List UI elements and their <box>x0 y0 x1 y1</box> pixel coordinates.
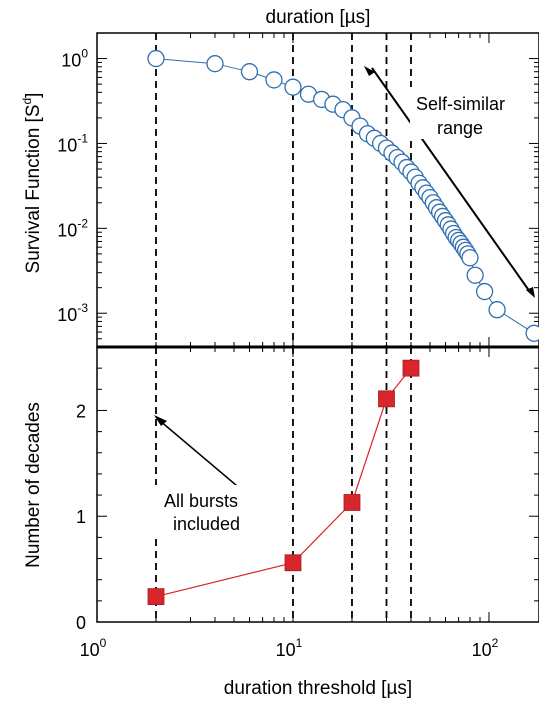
all-bursts-label-bg <box>150 485 270 535</box>
top-y-axis-title-close: ] <box>23 93 44 98</box>
top-y-tick-label-base: 10 <box>61 51 81 71</box>
self-similar-label-bg <box>410 87 530 139</box>
survival-point <box>466 266 484 284</box>
survival-point <box>284 78 302 96</box>
top-y-axis-title-sup: d <box>20 98 34 105</box>
self-similar-arrowhead-top <box>364 66 375 76</box>
bottom-y-tick-label: 0 <box>76 613 86 633</box>
bottom-panel: All bursts included 012 100 101 102 Number… <box>23 345 539 699</box>
bottom-y-axis-title: Number of decades <box>23 402 44 568</box>
x-tick-label: 101 <box>276 636 303 660</box>
bottom-x-axis-title: duration threshold [µs] <box>224 678 412 699</box>
survival-point <box>525 324 539 342</box>
x-tick-label-exp: 1 <box>296 636 303 650</box>
self-similar-arrowhead-bottom <box>526 287 535 298</box>
bottom-y-tick-label: 1 <box>76 507 86 527</box>
top-y-axis-title-main: Survival Function [S <box>23 105 44 274</box>
top-y-tick-label: 100 <box>61 47 88 71</box>
survival-point <box>240 63 259 81</box>
top-y-tick-label: 10-2 <box>57 216 88 240</box>
top-y-axis-title: Survival Function [Sd] <box>20 93 44 274</box>
x-tick-label-base: 10 <box>80 640 100 660</box>
decades-point <box>284 554 302 572</box>
survival-point <box>488 301 506 319</box>
top-y-tick-label: 10-1 <box>57 131 88 155</box>
decades-point <box>402 359 420 377</box>
x-tick-label-exp: 0 <box>100 636 107 650</box>
bottom-y-tick-label: 2 <box>76 401 86 421</box>
x-tick-label-base: 10 <box>276 640 296 660</box>
top-y-tick-label-exp: -2 <box>77 216 88 230</box>
bottom-dashed-lines <box>155 347 412 622</box>
survival-point <box>475 282 494 301</box>
x-tick-label-exp: 2 <box>492 636 499 650</box>
all-bursts-label-line1: All bursts <box>164 491 238 511</box>
self-similar-label-line2: range <box>437 118 483 138</box>
bottom-y-tick-labels: 0 1 2 <box>76 401 86 633</box>
survival-points <box>147 49 539 342</box>
top-y-tick-label-base: 10 <box>57 135 77 155</box>
self-similar-arrow <box>371 67 531 293</box>
x-tick-label: 102 <box>472 636 499 660</box>
top-y-tick-label-exp: 0 <box>81 47 88 61</box>
all-bursts-arrowhead <box>154 415 167 426</box>
top-y-tick-label-exp: -1 <box>77 131 88 145</box>
decades-point <box>147 588 165 606</box>
survival-point <box>461 249 479 267</box>
top-y-tick-label-base: 10 <box>57 305 77 325</box>
decades-point <box>378 390 395 408</box>
top-y-tick-label-exp: -3 <box>77 301 88 315</box>
all-bursts-label-line2: included <box>173 514 240 534</box>
top-y-tick-label: 10-3 <box>57 301 88 325</box>
decades-points <box>147 359 420 606</box>
survival-point <box>147 49 165 68</box>
survival-point <box>206 55 224 73</box>
decades-point <box>343 494 361 511</box>
top-x-axis-title: duration [µs] <box>266 7 371 28</box>
bottom-x-tick-labels: 100 101 102 <box>80 636 499 660</box>
self-similar-label-line1: Self-similar <box>416 94 505 114</box>
survival-point <box>265 71 283 89</box>
x-tick-label-base: 10 <box>472 640 492 660</box>
bottom-minor-ticks <box>96 346 539 623</box>
top-y-tick-label-base: 10 <box>57 220 77 240</box>
x-tick-label: 100 <box>80 636 107 660</box>
